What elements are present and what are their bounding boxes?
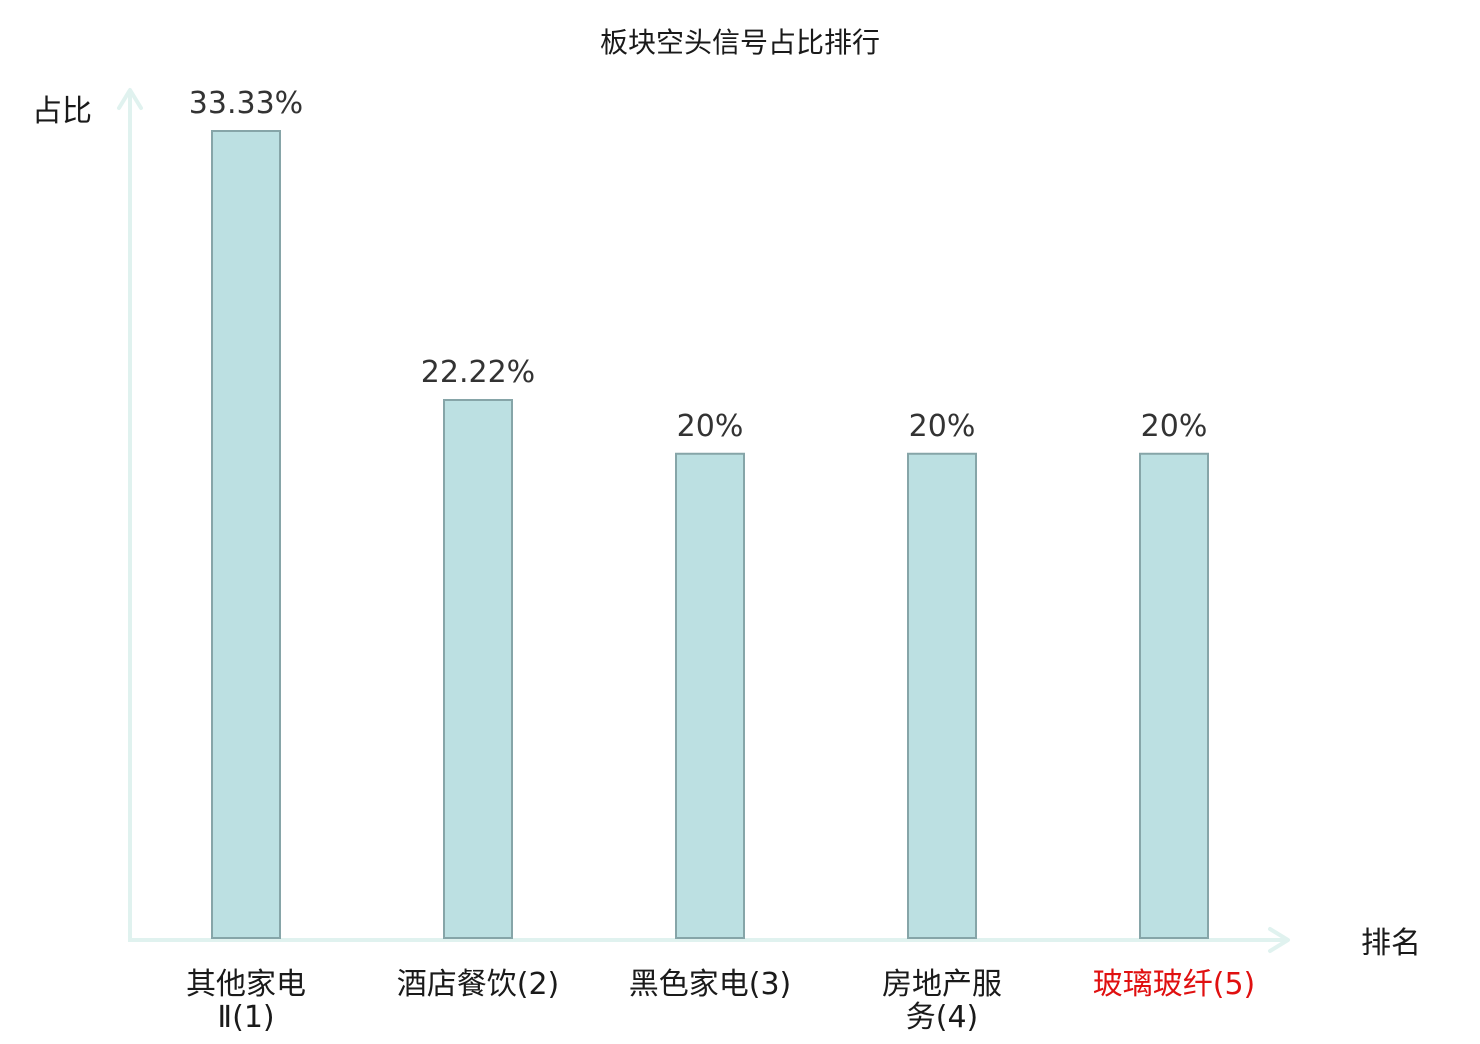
y-axis-arrow: [117, 88, 143, 110]
value-label-3: 20%: [677, 409, 744, 444]
category-label-1-line-2: Ⅱ(1): [217, 1000, 274, 1035]
bar-3: [675, 452, 745, 939]
axes: [117, 88, 1290, 953]
category-label-5: 玻璃玻纤(5): [1093, 967, 1256, 1002]
value-labels-group: 33.33% 22.22% 20% 20% 20%: [189, 86, 1208, 444]
bar-5: [1139, 452, 1209, 939]
category-label-2: 酒店餐饮(2): [397, 967, 560, 1002]
value-label-4: 20%: [909, 409, 976, 444]
bars-group: [211, 130, 1209, 939]
category-label-4-line-1: 房地产服: [882, 967, 1002, 1002]
category-label-4-line-2: 务(4): [906, 1000, 979, 1035]
value-label-1: 33.33%: [189, 86, 303, 121]
bar-1: [211, 130, 281, 939]
category-label-3: 黑色家电(3): [629, 967, 792, 1002]
y-axis-label: 占比: [32, 94, 92, 129]
category-label-1-line-1: 其他家电: [186, 967, 306, 1002]
value-label-2: 22.22%: [421, 355, 535, 390]
bar-4: [907, 452, 977, 939]
x-axis-arrow: [1268, 927, 1290, 953]
value-label-5: 20%: [1141, 409, 1208, 444]
chart-title: 板块空头信号占比排行: [600, 26, 880, 59]
x-axis-label: 排名: [1361, 926, 1421, 961]
bar-2: [443, 399, 513, 939]
